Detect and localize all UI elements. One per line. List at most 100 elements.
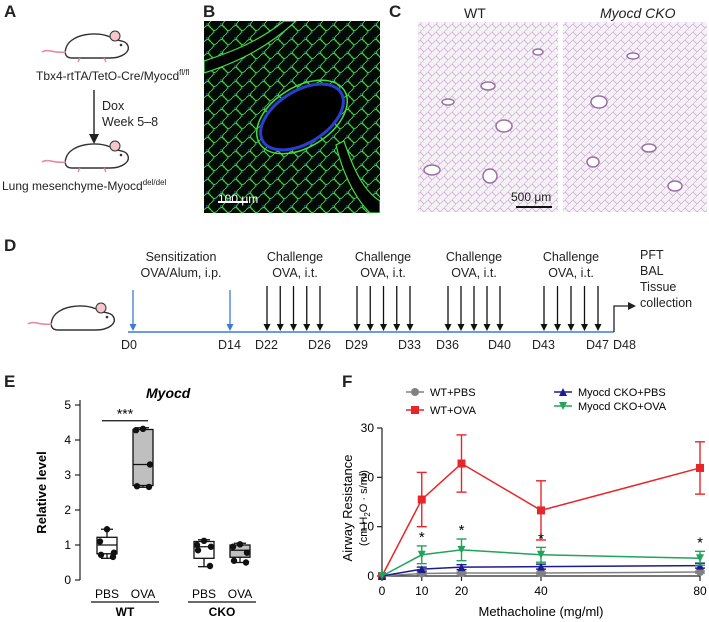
scale-bar-c: [516, 206, 552, 208]
data-point: [243, 549, 251, 556]
data-point: [417, 565, 426, 574]
scale-bar: [218, 201, 248, 203]
phase-title: Challenge: [354, 250, 412, 264]
panel-letter-d: D: [4, 236, 17, 255]
label-myocd-cko: Myocd CKO: [600, 5, 676, 21]
x-axis-label: Methacholine (mg/ml): [479, 604, 604, 619]
box-wt-ova: [132, 425, 154, 491]
data-point: [537, 562, 545, 571]
challenge-arrowhead: [483, 324, 491, 331]
legend-item: Myocd CKO+OVA: [554, 401, 667, 413]
significance-marker: ***: [117, 405, 134, 421]
sensitization-arrowhead: [129, 324, 137, 331]
data-point: [537, 550, 545, 559]
result-label: Lung mesenchyme-Myocddel/del: [2, 178, 167, 193]
phase-detail: OVA, i.t.: [451, 266, 497, 280]
y-axis-label: Airway Resistance: [340, 455, 355, 562]
challenge-arrowhead: [457, 324, 465, 331]
day-label: D33: [398, 338, 421, 352]
data-point: [559, 402, 567, 410]
endpoint-label: collection: [640, 296, 693, 310]
challenge-arrowhead: [581, 324, 588, 331]
legend-label: Myocd CKO+PBS: [578, 387, 666, 399]
box-cko-ova: [229, 541, 251, 566]
challenge-arrowhead: [276, 324, 284, 331]
data-point: [559, 388, 567, 396]
challenge-arrowhead: [380, 324, 387, 331]
data-point: [139, 425, 147, 432]
data-point: [133, 483, 141, 490]
challenge-arrowhead: [567, 324, 575, 331]
series-myocd-cko-ova: [378, 538, 705, 580]
legend-label: WT+OVA: [430, 405, 477, 417]
day-label: D48: [613, 338, 636, 352]
legend-label: Myocd CKO+OVA: [578, 401, 667, 413]
group-label: CKO: [209, 605, 236, 619]
data-point: [696, 554, 704, 563]
day-label: D43: [532, 338, 555, 352]
challenge-arrowhead: [540, 324, 548, 331]
data-point: [378, 572, 386, 580]
box-wt-pbs: [96, 526, 118, 561]
y-tick-label: 3: [64, 468, 71, 482]
box-cko-pbs: [193, 537, 215, 570]
data-point: [200, 537, 208, 544]
data-point: [146, 461, 154, 468]
challenge-arrowhead: [554, 324, 561, 331]
phase-detail: OVA, i.t.: [272, 266, 318, 280]
day-label: D0: [121, 338, 137, 352]
endpoint-label: PFT: [640, 248, 664, 262]
endpoint-label: Tissue: [640, 280, 677, 294]
data-point: [417, 495, 426, 504]
challenge-arrowhead: [353, 324, 361, 331]
data-point: [96, 538, 104, 545]
phase-title: Sensitization: [145, 250, 217, 264]
mouse-icon: [27, 302, 115, 331]
scale-bar-label-b: 100 μm: [218, 192, 259, 206]
challenge-arrowhead: [470, 324, 478, 331]
sensitization-arrowhead: [226, 324, 234, 331]
y-tick-label: 1: [64, 538, 71, 552]
day-label: D14: [218, 338, 241, 352]
data-point: [145, 483, 153, 491]
data-point: [229, 543, 237, 550]
phase-detail: OVA, i.t.: [548, 266, 594, 280]
y-axis-label: Relative level: [34, 451, 49, 533]
data-point: [132, 427, 140, 434]
data-point: [457, 545, 466, 554]
day-label: D40: [488, 338, 511, 352]
challenge-arrowhead: [444, 324, 452, 331]
y-tick-label: 30: [361, 421, 375, 435]
data-point: [457, 563, 466, 572]
data-point: [193, 541, 201, 549]
x-tick-label: 20: [455, 584, 469, 598]
panel-letter-f: F: [342, 372, 353, 391]
day-label: D22: [255, 338, 278, 352]
y-tick-label: 20: [361, 470, 375, 484]
phase-title: Challenge: [542, 250, 600, 264]
day-label: D26: [308, 338, 331, 352]
challenge-arrowhead: [366, 324, 374, 331]
y-tick-label: 0: [367, 569, 374, 583]
legend-item: Myocd CKO+PBS: [554, 387, 666, 399]
data-point: [696, 463, 704, 472]
y-axis-unit: (cm H2O · s/ml): [358, 470, 372, 546]
series-myocd-cko-pbs: [378, 561, 705, 580]
chart-title: Myocd: [146, 385, 191, 401]
panel-letter-b: B: [203, 2, 216, 21]
panel-letter-e: E: [4, 372, 16, 391]
legend-label: WT+PBS: [430, 387, 476, 399]
histology-wt: [418, 22, 558, 212]
significance-star: *: [419, 529, 425, 546]
challenge-arrowhead: [496, 324, 504, 331]
genotype-label: Tbx4-rtTA/TetO-Cre/Myocdfl/fl: [36, 68, 190, 83]
x-category-label: OVA: [131, 587, 155, 601]
mouse-icon: [41, 140, 129, 173]
data-point: [206, 562, 214, 570]
y-tick-label: 0: [64, 573, 71, 587]
challenge-arrowhead: [316, 324, 324, 331]
data-point: [236, 541, 244, 548]
y-tick-label: 2: [64, 503, 71, 517]
x-category-label: PBS: [192, 587, 216, 601]
data-point: [411, 406, 419, 414]
